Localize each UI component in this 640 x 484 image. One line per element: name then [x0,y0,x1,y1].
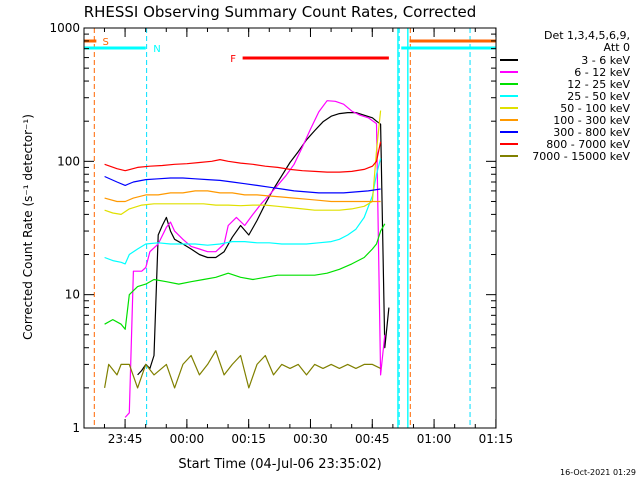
legend-label-1: 6 - 12 keV [574,66,630,79]
chart-title: RHESSI Observing Summary Count Rates, Co… [84,3,477,21]
legend-label-7: 800 - 7000 keV [546,138,630,151]
flag-label-s: S [103,37,109,48]
series-line-3 [104,158,382,265]
y-tick-label-3: 1000 [49,21,80,35]
series-line-6 [104,175,381,194]
x-tick-label-4: 00:45 [355,432,390,446]
y-axis-label: Corrected Count Rate (s⁻¹ detector⁻¹) [21,114,35,340]
flag-label-f: F [230,54,236,65]
series-line-2 [104,223,386,330]
y-tick-label-1: 10 [65,288,80,302]
legend-header-line-2: Att 0 [604,41,630,54]
series-line-5 [104,190,381,203]
legend-header-line-1: Det 1,3,4,5,6,9, [544,29,630,42]
legend-label-8: 7000 - 15000 keV [532,150,630,163]
plot-area: S N F 1 10 100 1000 23:45 00:00 00:15 00:30 00:45 01… [49,21,630,446]
x-tick-label-2: 00:15 [231,432,266,446]
legend-label-2: 12 - 25 keV [567,78,630,91]
legend-label-3: 25 - 50 keV [567,90,630,103]
x-tick-label-5: 01:00 [417,432,452,446]
series-line-7 [104,141,382,173]
series-line-1 [124,100,386,418]
x-tick-label-6: 01:15 [479,432,514,446]
y-tick-label-2: 100 [57,154,80,168]
legend-label-6: 300 - 800 keV [553,126,630,139]
series-line-4 [104,110,382,215]
y-tick-label-0: 1 [72,421,80,435]
legend-label-0: 3 - 6 keV [581,54,630,67]
x-tick-label-1: 00:00 [170,432,205,446]
flag-label-n: N [153,44,160,55]
x-tick-label-0: 23:45 [108,432,143,446]
x-tick-label-3: 00:30 [293,432,328,446]
legend-label-5: 100 - 300 keV [553,114,630,127]
legend-label-4: 50 - 100 keV [560,102,630,115]
x-axis-label: Start Time (04-Jul-06 23:35:02) [178,457,381,472]
timestamp: 16-Oct-2021 01:29 [560,468,636,477]
series-line-8 [104,350,381,389]
